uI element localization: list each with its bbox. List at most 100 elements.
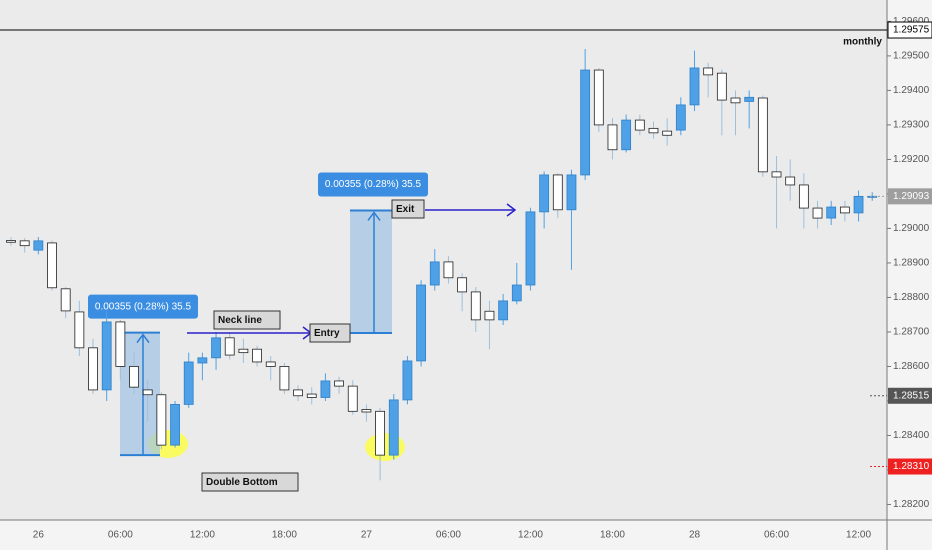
- candle-body: [675, 104, 686, 131]
- price-tag-label: 1.28515: [893, 390, 930, 401]
- candle-body: [621, 119, 632, 151]
- x-tick-label: 18:00: [600, 530, 625, 541]
- candle-body: [689, 67, 700, 106]
- candle-body: [853, 195, 864, 214]
- candle-body: [402, 360, 413, 401]
- measure-label: 0.00355 (0.28%) 35.5: [95, 301, 192, 312]
- price-tag: [888, 188, 932, 205]
- y-tick-label: 1.29200: [893, 154, 930, 165]
- candle-body: [757, 97, 768, 173]
- candle-body: [484, 310, 495, 321]
- measure-label: 0.00355 (0.28%) 35.5: [325, 179, 422, 190]
- x-tick-label: 26: [33, 530, 45, 541]
- highlight: [365, 433, 405, 461]
- y-tick-label: 1.29000: [893, 223, 930, 234]
- candle-body: [634, 119, 645, 131]
- candle-body: [19, 240, 30, 247]
- candle-body: [703, 67, 714, 76]
- candle-body: [320, 380, 331, 398]
- measure-arrowhead: [367, 211, 381, 221]
- y-tick-label: 1.29300: [893, 120, 930, 131]
- y-tick-label: 1.28400: [893, 430, 930, 441]
- y-tick-label: 1.29500: [893, 51, 930, 62]
- annotation: Neck line: [218, 315, 262, 326]
- candle-body: [347, 385, 358, 412]
- annotation: Exit: [396, 204, 415, 215]
- candle-body: [429, 261, 440, 286]
- candle-body: [224, 337, 235, 356]
- candle-body: [566, 174, 577, 211]
- time-axis: [0, 520, 932, 550]
- candle-body: [156, 394, 167, 446]
- candle-body: [183, 361, 194, 405]
- candle-body: [33, 240, 44, 251]
- candle-body: [197, 357, 208, 364]
- x-tick-label: 12:00: [190, 530, 215, 541]
- x-tick-label: 12:00: [846, 530, 871, 541]
- candle-body: [388, 399, 399, 456]
- annotation-box: [201, 472, 299, 492]
- candle-body: [293, 389, 303, 397]
- candle-body: [662, 130, 673, 136]
- candle-body: [416, 284, 427, 362]
- y-tick-label: 1.28900: [893, 258, 930, 269]
- price-tag: [888, 458, 932, 475]
- annotation: Entry: [314, 328, 340, 339]
- annotation-box: [391, 199, 425, 219]
- candle-body: [306, 393, 317, 398]
- price-tag-label: 1.28310: [893, 461, 930, 472]
- candle-body: [785, 176, 796, 186]
- measure-tag: [88, 294, 198, 319]
- candle-body: [730, 97, 741, 104]
- candle-body: [238, 348, 249, 354]
- x-tick-label: 27: [361, 530, 373, 541]
- candle-body: [279, 366, 290, 391]
- candle-body: [334, 380, 344, 387]
- candle-body: [129, 366, 139, 388]
- candle-body: [580, 69, 591, 176]
- x-tick-label: 06:00: [764, 530, 789, 541]
- price-tag-label: 1.29575: [893, 25, 930, 36]
- candle-body: [142, 389, 153, 396]
- candle-body: [252, 348, 262, 363]
- candle-body: [60, 288, 71, 312]
- y-tick-label: 1.28800: [893, 292, 930, 303]
- candle-body: [539, 174, 550, 213]
- candle-body: [812, 207, 823, 219]
- candle-body: [170, 404, 180, 446]
- candle-body: [361, 409, 372, 413]
- annotation-box: [213, 310, 281, 330]
- price-tag: [887, 21, 932, 39]
- y-tick-label: 1.29400: [893, 85, 930, 96]
- x-tick-label: 18:00: [272, 530, 297, 541]
- candle-body: [839, 206, 850, 214]
- candle-body: [457, 277, 468, 293]
- x-tick-label: 12:00: [518, 530, 543, 541]
- candle-body: [115, 321, 126, 367]
- candle-body: [607, 124, 618, 151]
- candle-body: [511, 284, 522, 302]
- x-tick-label: 28: [689, 530, 701, 541]
- x-tick-label: 06:00: [436, 530, 461, 541]
- candle-body: [552, 174, 563, 211]
- x-tick-label: 06:00: [108, 530, 133, 541]
- candle-body: [88, 347, 98, 391]
- candle-body: [648, 127, 659, 134]
- candle-body: [593, 69, 604, 126]
- candle-body: [498, 300, 509, 321]
- candle-body: [211, 337, 221, 359]
- candle-body: [443, 261, 454, 279]
- candle-body: [265, 361, 276, 367]
- candle-body: [826, 206, 837, 219]
- candle-body: [6, 240, 16, 243]
- y-tick-label: 1.28200: [893, 499, 930, 510]
- candle-body: [525, 211, 536, 286]
- price-axis: [887, 0, 932, 550]
- measure-arrowhead: [136, 333, 150, 344]
- annotation-box: [309, 323, 351, 343]
- candle-body: [470, 291, 481, 321]
- y-tick-label: 1.28700: [893, 327, 930, 338]
- price-tag: [888, 387, 932, 404]
- candle-body: [716, 72, 727, 101]
